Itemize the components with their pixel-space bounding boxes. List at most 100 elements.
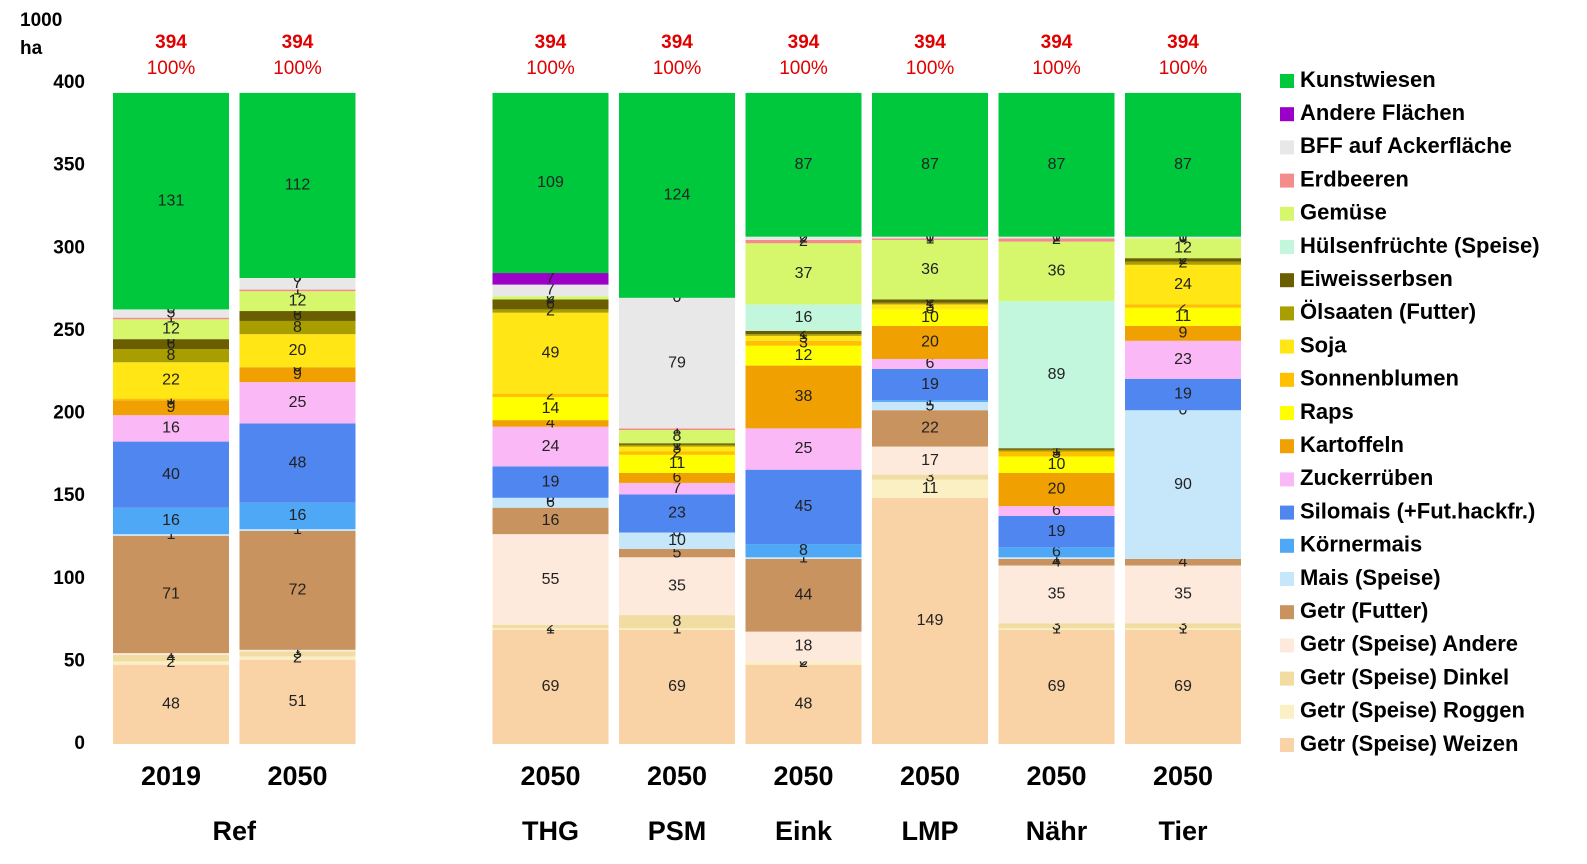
bar-segment	[1125, 264, 1241, 305]
segment-label: 1	[1052, 620, 1061, 637]
segment-label: 6	[546, 494, 555, 511]
segment-label: 4	[546, 415, 555, 432]
legend-label: Getr (Speise) Andere	[1300, 631, 1518, 656]
segment-label: 4	[1179, 553, 1188, 570]
bar-segment	[1125, 236, 1241, 239]
segment-label: 16	[795, 309, 813, 326]
bar-segment	[492, 393, 609, 397]
segment-label: 19	[1048, 523, 1066, 540]
segment-label: 1	[546, 620, 555, 637]
legend-label: Körnermais	[1300, 532, 1422, 557]
bar-segment	[619, 628, 735, 630]
bar-segment	[492, 296, 609, 300]
bar-segment	[745, 92, 862, 237]
legend-label: Hülsenfrüchte (Speise)	[1300, 233, 1540, 258]
bar-segment	[745, 330, 862, 335]
bar-segment	[998, 623, 1115, 629]
segment-label: 2	[799, 230, 808, 247]
bar-segment	[619, 472, 735, 483]
group-label: Eink	[775, 816, 833, 846]
total-label: 394	[1167, 32, 1199, 53]
segment-label: 79	[668, 354, 686, 371]
segment-label: 3	[1052, 445, 1061, 462]
segment-label: 5	[926, 397, 935, 414]
segment-label: 35	[1174, 586, 1192, 603]
legend-label: Eiweisserbsen	[1300, 266, 1453, 291]
bar-segment	[239, 651, 356, 657]
bar-segment	[998, 448, 1115, 450]
bar-segment	[619, 629, 735, 744]
total-label: 394	[282, 32, 314, 53]
bar-segment	[998, 472, 1115, 507]
segment-label: 1	[1052, 440, 1061, 457]
segment-label: 1	[673, 420, 682, 437]
bar-segment	[1125, 629, 1241, 744]
bar-segment	[619, 532, 735, 550]
legend-label: Getr (Speise) Roggen	[1300, 698, 1525, 723]
segment-label: 11	[922, 480, 939, 497]
segment-label: 8	[673, 613, 682, 630]
bar-segment	[872, 446, 988, 475]
bar-segment	[998, 515, 1115, 548]
bar-segment	[492, 92, 609, 274]
legend-swatch	[1280, 439, 1294, 454]
bar-segment	[619, 444, 735, 447]
segment-label: 2	[1179, 297, 1188, 314]
group-label: THG	[522, 816, 579, 846]
legend-label: Zuckerrüben	[1300, 465, 1433, 490]
segment-label: 112	[285, 177, 311, 194]
bar-segment	[113, 441, 229, 508]
legend-label: Soja	[1300, 332, 1347, 357]
bar-segment	[872, 238, 988, 240]
bar-segment	[113, 415, 229, 442]
segment-label: 1	[1052, 442, 1061, 459]
total-label: 394	[535, 32, 567, 53]
total-label: 394	[155, 32, 187, 53]
bar-segment	[998, 558, 1115, 566]
bar-segment	[492, 625, 609, 629]
segment-label: 2	[546, 618, 555, 635]
segment-label: 1	[926, 295, 935, 312]
y-unit: ha	[20, 38, 43, 59]
bar-segment	[113, 317, 229, 320]
legend-label: Getr (Futter)	[1300, 598, 1428, 623]
segment-label: 1	[293, 282, 302, 299]
segment-label: 1	[1179, 620, 1188, 637]
bar-segment	[745, 557, 862, 559]
bar-segment	[998, 565, 1115, 624]
segment-label: 1	[926, 229, 935, 246]
bar-segment	[872, 410, 988, 447]
segment-label: 2	[546, 302, 555, 319]
segment-label: 1	[167, 391, 176, 408]
total-label: 394	[1041, 32, 1073, 53]
bar-segment	[619, 443, 735, 445]
segment-label: 48	[795, 696, 813, 713]
bar-segment	[492, 629, 609, 744]
segment-label: 35	[668, 577, 686, 594]
segment-label: 36	[1048, 263, 1066, 280]
x-tick-label: 2050	[1153, 761, 1213, 791]
segment-label: 6	[1052, 502, 1061, 519]
total-label: 394	[914, 32, 946, 53]
x-tick-label: 2019	[141, 761, 201, 791]
group-label: LMP	[902, 816, 959, 846]
bar-segment	[492, 284, 609, 297]
segment-label: 6	[926, 355, 935, 372]
share-label: 100%	[1032, 58, 1081, 79]
bar-segment	[872, 474, 988, 480]
segment-label: 7	[546, 270, 555, 287]
legend-label: Gemüse	[1300, 200, 1387, 225]
segment-label: 8	[673, 428, 682, 445]
segment-label: 48	[162, 696, 180, 713]
bar-segment	[239, 649, 356, 652]
segment-label: 6	[167, 335, 176, 352]
segment-label: 71	[162, 586, 180, 603]
bar-segment	[239, 334, 356, 368]
segment-label: 6	[673, 469, 682, 486]
segment-label: 2	[546, 289, 555, 306]
legend-swatch	[1280, 406, 1294, 420]
bar-segment	[745, 558, 862, 632]
legend-swatch	[1280, 140, 1294, 155]
legend-label: Ölsaaten (Futter)	[1300, 299, 1476, 324]
bar-segment	[492, 628, 609, 630]
